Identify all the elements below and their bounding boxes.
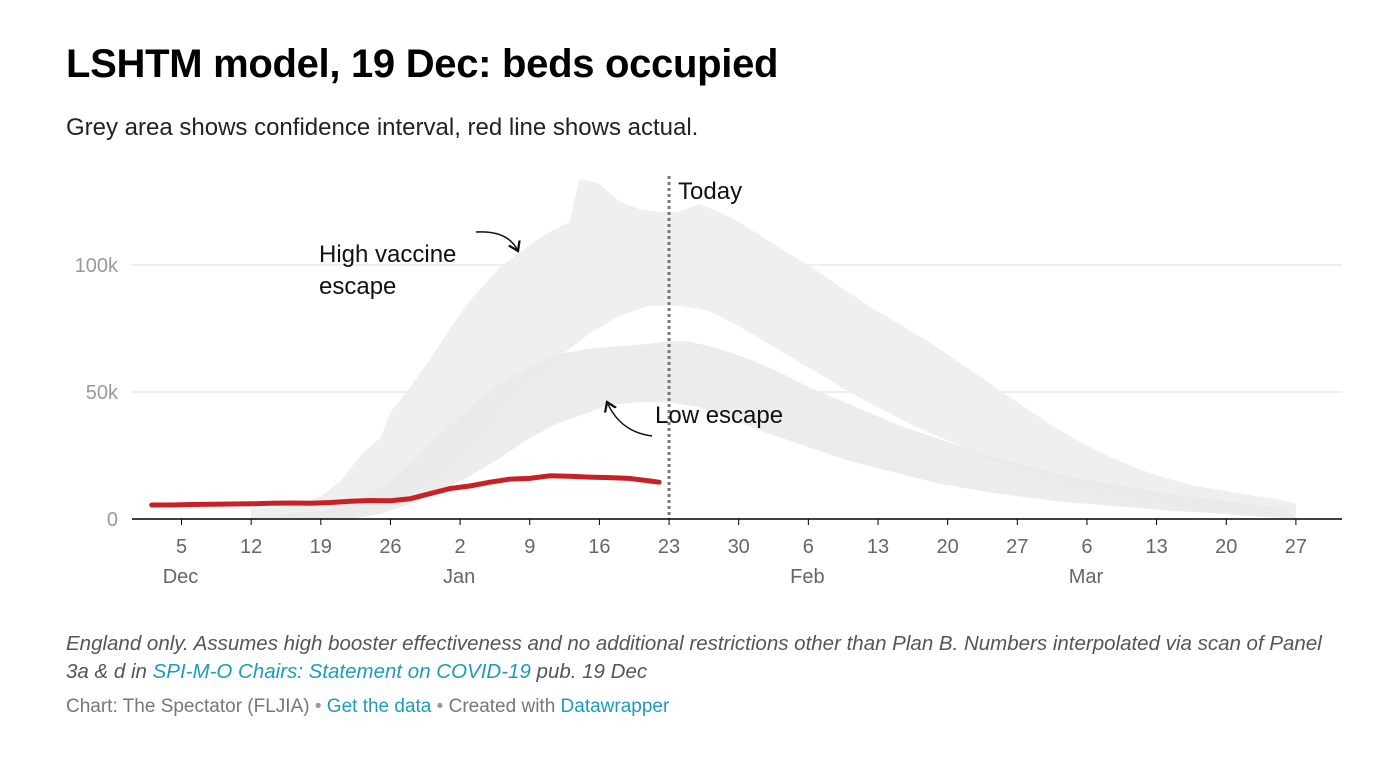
x-tick-label: 2 bbox=[455, 536, 466, 558]
chart-notes: England only. Assumes high booster effec… bbox=[66, 630, 1346, 686]
x-tick-label: 23 bbox=[658, 536, 680, 558]
y-tick-label: 50k bbox=[86, 382, 119, 404]
annotation-arrow-low bbox=[607, 402, 653, 437]
x-month-label: Mar bbox=[1069, 566, 1104, 588]
x-tick-label: 5 bbox=[176, 536, 187, 558]
confidence-band-high-escape bbox=[251, 178, 1296, 519]
x-tick-label: 26 bbox=[379, 536, 401, 558]
x-tick-label: 27 bbox=[1006, 536, 1028, 558]
today-label: Today bbox=[678, 178, 742, 205]
get-the-data-link[interactable]: Get the data bbox=[326, 696, 432, 717]
confidence-band-low-escape bbox=[281, 341, 1296, 519]
x-tick-label: 20 bbox=[937, 536, 959, 558]
annotation-low-escape: Low escape bbox=[655, 402, 783, 429]
x-tick-label: 16 bbox=[588, 536, 610, 558]
chart-title: LSHTM model, 19 Dec: beds occupied bbox=[66, 42, 779, 86]
credit-separator: • bbox=[314, 696, 322, 717]
notes-text-after: pub. 19 Dec bbox=[530, 660, 648, 683]
x-tick-label: 13 bbox=[1145, 536, 1167, 558]
x-tick-label: 27 bbox=[1285, 536, 1307, 558]
axis-layer: Today 5 Dec 12 19 26 2 Jan 9 16 23 30 6 Feb 13 20 27 6 Mar… bbox=[132, 176, 1342, 588]
chart-byline: Chart: The Spectator (FLJIA) bbox=[66, 696, 310, 717]
x-tick-label: 6 bbox=[1081, 536, 1092, 558]
chart-subtitle: Grey area shows confidence interval, red… bbox=[66, 114, 699, 141]
chart-credits: Chart: The Spectator (FLJIA) • Get the d… bbox=[66, 696, 669, 718]
x-tick-label: 9 bbox=[524, 536, 535, 558]
y-tick-label: 100k bbox=[75, 255, 119, 277]
chart-svg: 0 50k 100k Today 5 Dec 12 19 26 2 Jan 9 16 23 30 6 Feb 1… bbox=[75, 176, 1342, 588]
x-month-label: Feb bbox=[790, 566, 824, 588]
credit-separator: • bbox=[436, 696, 444, 717]
x-tick-label: 12 bbox=[240, 536, 262, 558]
annotation-arrow-high bbox=[475, 231, 518, 251]
datawrapper-link[interactable]: Datawrapper bbox=[560, 696, 670, 717]
annotation-high-vaccine-escape: High vaccine bbox=[319, 241, 456, 268]
created-with-text: Created with bbox=[448, 696, 556, 717]
x-tick-label: 6 bbox=[803, 536, 814, 558]
x-tick-label: 13 bbox=[867, 536, 889, 558]
annotation-layer: High vaccine escape Low escape bbox=[319, 231, 783, 437]
x-month-label: Jan bbox=[443, 566, 475, 588]
x-tick-label: 19 bbox=[310, 536, 332, 558]
notes-text: England only. Assumes high booster effec… bbox=[66, 632, 1322, 683]
y-tick-label: 0 bbox=[107, 509, 118, 531]
actual-beds-line bbox=[149, 473, 662, 508]
x-month-label: Dec bbox=[163, 566, 199, 588]
x-tick-label: 30 bbox=[728, 536, 750, 558]
line-layer bbox=[149, 473, 662, 508]
annotation-high-vaccine-escape-line2: escape bbox=[319, 273, 396, 300]
band-layer bbox=[251, 178, 1296, 519]
source-link[interactable]: SPI-M-O Chairs: Statement on COVID-19 bbox=[152, 660, 531, 683]
x-tick-label: 20 bbox=[1215, 536, 1237, 558]
